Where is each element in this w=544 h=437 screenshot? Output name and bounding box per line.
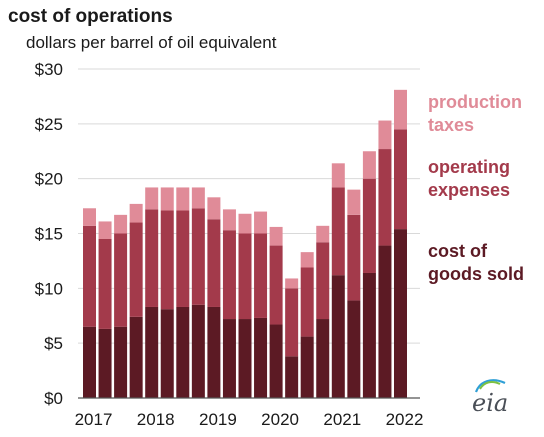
bar-segment [300,252,314,268]
bar-segment [160,210,174,310]
x-tick-label: 2019 [199,410,237,429]
bar-segment [83,225,96,327]
bar-segment [285,288,299,357]
bar-segment [114,214,128,234]
bar-segment [238,319,252,398]
bar-segment [191,208,205,305]
legend-entry: cost of goods sold [428,241,524,284]
x-axis-tick-labels: 2017 2018 2019 2020 2021 2022 [75,410,424,429]
bar-segment [254,233,268,318]
bar-segment [378,245,392,398]
bar-segment [362,272,376,398]
x-tick-label: 2022 [386,410,424,429]
bar-segment [378,149,392,246]
bar-segment [222,319,236,398]
bar-segment [160,187,174,211]
chart-title: cost of operations [8,6,173,27]
bar-segment [347,214,361,301]
bar-segment [145,187,159,210]
legend: production taxes operating expenses cost of g… [428,92,524,284]
bar-segment [331,275,345,398]
eia-logo-icon-arc [479,380,501,390]
eia-logo: eia [472,379,508,417]
bar-segment [145,306,159,398]
bar-segment [129,316,143,398]
bar-segment [331,187,345,276]
eia-logo-icon [474,379,506,393]
x-tick-label: 2018 [137,410,175,429]
bar-segment [331,163,345,188]
bar-segment [362,178,376,273]
bar-segment [269,324,283,398]
bar-segment [207,197,221,220]
bar-segment [238,213,252,234]
bar-segment [316,242,330,320]
bar-segment [394,229,407,398]
chart-subtitle: dollars per barrel of oil equivalent [26,33,277,52]
y-axis-tick-labels: $0 $5 $10 $15 $20 $25 $30 [35,60,63,408]
bar-segment [129,203,143,223]
legend-entry: production taxes [428,92,522,135]
bar-segment [347,300,361,398]
y-tick-label: $30 [35,60,63,79]
x-tick-label: 2017 [75,410,113,429]
bar-segment [129,222,143,317]
bar-segment [191,187,205,209]
x-tick-label: 2020 [261,410,299,429]
y-tick-label: $15 [35,225,63,244]
bar-segment [176,210,190,307]
bar-segment [269,226,283,246]
bar-segment [285,278,299,289]
bar-segment [316,319,330,398]
bar-segment [176,187,190,211]
eia-logo-text: eia [472,389,508,417]
bar-segment [285,356,299,398]
bar-segment [347,189,361,215]
bar-segment [362,151,376,179]
bar-segment [254,317,268,398]
y-tick-label: $25 [35,115,63,134]
stacked-bars [83,89,407,398]
bar-segment [254,211,268,234]
bar-segment [300,336,314,398]
legend-entry: operating expenses [428,157,510,200]
bar-segment [222,209,236,231]
x-tick-label: 2021 [323,410,361,429]
bar-segment [316,225,330,243]
bar-segment [98,221,112,239]
y-tick-label: $5 [44,334,63,353]
bar-segment [83,326,96,398]
bar-segment [145,209,159,307]
bar-segment [191,304,205,398]
y-tick-label: $0 [44,389,63,408]
y-tick-label: $20 [35,170,63,189]
bar-segment [394,89,407,130]
bar-segment [114,233,128,327]
bar-segment [238,233,252,320]
bar-segment [300,267,314,337]
bar-segment [160,309,174,398]
bar-segment [394,129,407,230]
bar-segment [222,230,236,320]
y-tick-label: $10 [35,279,63,298]
bar-segment [207,306,221,398]
bar-segment [98,328,112,398]
bar-segment [83,208,96,226]
bar-segment [114,326,128,398]
bar-segment [176,306,190,398]
bar-segment [207,219,221,307]
bar-segment [98,238,112,329]
bar-segment [378,120,392,150]
bar-segment [269,245,283,325]
